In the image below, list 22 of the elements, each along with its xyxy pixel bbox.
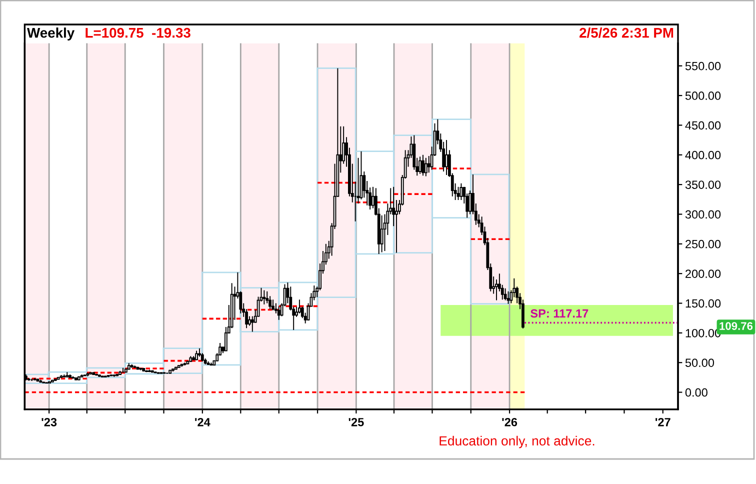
x-tick-label: '25 bbox=[348, 418, 364, 426]
x-tick-label: '26 bbox=[502, 418, 518, 426]
y-tick-label: 500.00 bbox=[685, 92, 721, 100]
text: 109.76 bbox=[720, 322, 753, 330]
y-tick-label: 0.00 bbox=[685, 388, 708, 397]
y-tick-label: 50.00 bbox=[685, 358, 714, 367]
x-tick-label: '23 bbox=[42, 418, 57, 426]
chart-subtitle: L=109.75 -19.33 bbox=[86, 28, 190, 38]
text: Education only, not advice. bbox=[440, 436, 594, 448]
y-tick-label: 250.00 bbox=[686, 240, 721, 248]
y-tick-label: 300.00 bbox=[685, 210, 721, 219]
y-tick-label: 400.00 bbox=[685, 150, 721, 160]
x-tick-label: '24 bbox=[195, 418, 210, 426]
chart-title: Weekly bbox=[27, 28, 75, 40]
y-tick-label: 150.00 bbox=[686, 299, 721, 308]
x-tick-label: '27 bbox=[656, 418, 670, 426]
y-tick-label: 350.00 bbox=[685, 180, 721, 189]
text: 2/5/26 2:31 PM bbox=[580, 28, 674, 38]
y-tick-label: 550.00 bbox=[685, 62, 721, 70]
y-tick-label: 450.00 bbox=[685, 121, 721, 130]
series-label: SP: 117.17 bbox=[530, 309, 588, 318]
y-tick-label: 200.00 bbox=[686, 270, 721, 278]
